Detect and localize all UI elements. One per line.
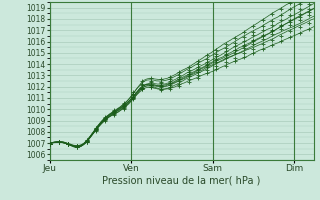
X-axis label: Pression niveau de la mer( hPa ): Pression niveau de la mer( hPa ) [102, 176, 261, 186]
